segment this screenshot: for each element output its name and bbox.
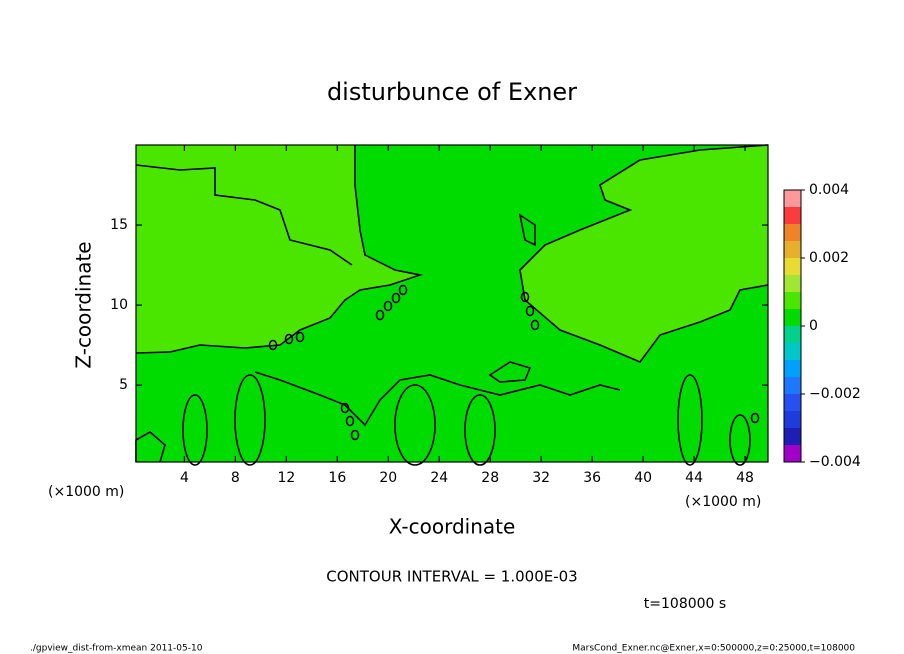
contour-line — [340, 402, 350, 414]
colorbar-box — [784, 190, 801, 207]
contour-line — [398, 284, 408, 296]
x-tick-label: 20 — [379, 470, 397, 486]
footer-left: ./gpview_dist-from-xmean 2011-05-10 — [30, 644, 203, 654]
x-unit: (×1000 m) — [685, 494, 761, 510]
contour-line — [383, 300, 393, 312]
colorbar-tick-label: −0.002 — [809, 386, 861, 402]
colorbar-tick-label: 0.004 — [809, 182, 849, 198]
contour-line — [520, 291, 530, 303]
contour-line — [345, 415, 355, 427]
x-axis-label: X-coordinate — [389, 515, 516, 539]
y-unit: (×1000 m) — [48, 484, 124, 500]
contour-line — [464, 394, 496, 466]
field-region — [520, 145, 768, 362]
colorbar-box — [784, 207, 801, 224]
colorbar-box — [784, 275, 801, 292]
plot-frame — [135, 144, 769, 463]
contour-line — [135, 145, 424, 354]
y-axis-label: Z-coordinate — [72, 241, 96, 368]
contour-line — [488, 361, 532, 383]
colorbar-tick-label: 0 — [809, 318, 818, 334]
colorbar-box — [784, 309, 801, 326]
contour-line — [750, 412, 760, 424]
contour-line — [375, 309, 385, 321]
footer-right: MarsCond_Exner.nc@Exner,x=0:500000,z=0:2… — [572, 644, 855, 654]
contour-line — [254, 371, 621, 427]
colorbar-box — [784, 411, 801, 428]
contour-line — [525, 305, 535, 317]
colorbar-box — [784, 394, 801, 411]
contour-line — [182, 394, 208, 466]
contour-line — [350, 429, 360, 441]
contour-line — [391, 292, 401, 304]
colorbar-box — [784, 343, 801, 360]
contour-line — [268, 339, 278, 351]
colorbar-box — [784, 258, 801, 275]
y-tick-label: 15 — [110, 217, 128, 233]
x-tick-label: 16 — [328, 470, 346, 486]
y-tick-label: 10 — [110, 297, 128, 313]
y-tick-label: 5 — [119, 377, 128, 393]
colorbar-box — [784, 360, 801, 377]
contour-line — [135, 164, 353, 266]
x-tick-label: 32 — [532, 470, 550, 486]
colorbar-box — [784, 241, 801, 258]
colorbar-box — [784, 445, 801, 462]
contour-line — [234, 374, 266, 466]
contour-interval: CONTOUR INTERVAL = 1.000E-03 — [326, 568, 577, 586]
contour-line — [530, 319, 540, 331]
x-tick-label: 28 — [481, 470, 499, 486]
contour-line — [518, 213, 536, 247]
x-tick-label: 12 — [277, 470, 295, 486]
colorbar-box — [784, 428, 801, 445]
colorbar-tick-label: 0.002 — [809, 250, 849, 266]
colorbar-box — [784, 224, 801, 241]
contour-lines — [135, 144, 769, 466]
x-tick-label: 48 — [736, 470, 754, 486]
x-tick-label: 36 — [583, 470, 601, 486]
x-tick-label: 4 — [180, 470, 189, 486]
contour-line — [394, 384, 436, 466]
colorbar-box — [784, 377, 801, 394]
colorbar-box — [784, 326, 801, 343]
x-tick-label: 40 — [634, 470, 652, 486]
contour-line — [284, 333, 294, 345]
time-label: t=108000 s — [644, 596, 726, 612]
contour-line — [519, 144, 769, 363]
colorbar-tick-label: −0.004 — [809, 454, 861, 470]
contour-line — [295, 331, 305, 343]
x-tick-label: 24 — [430, 470, 448, 486]
colorbar-box — [784, 292, 801, 309]
contour-line — [729, 414, 751, 466]
field-region — [136, 145, 420, 353]
chart-title: disturbunce of Exner — [327, 78, 577, 106]
contour-line — [677, 374, 703, 466]
x-tick-label: 44 — [685, 470, 703, 486]
x-tick-label: 8 — [231, 470, 240, 486]
